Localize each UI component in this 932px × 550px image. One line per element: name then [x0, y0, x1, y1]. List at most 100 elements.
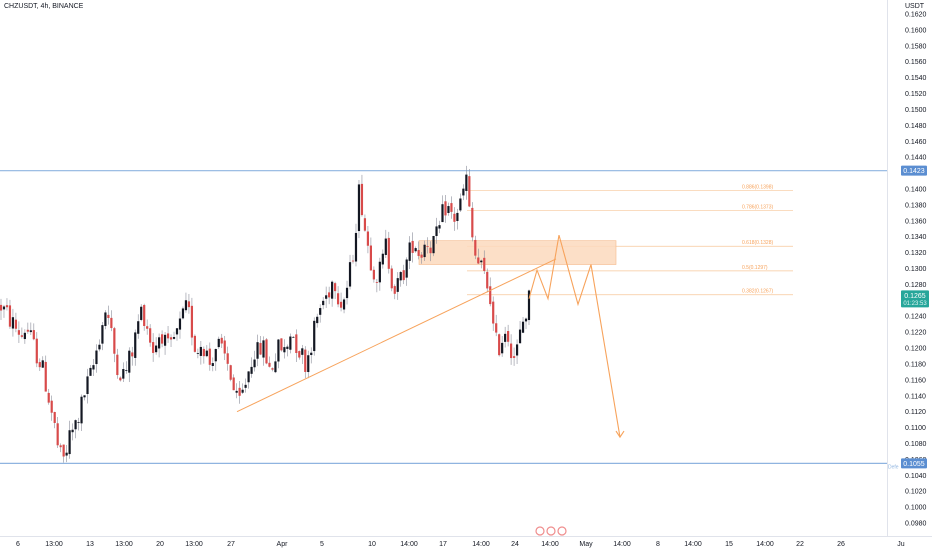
candle[interactable] [217, 336, 220, 349]
candle[interactable] [342, 297, 346, 314]
candle[interactable] [169, 334, 173, 347]
candle[interactable] [331, 280, 334, 307]
candle[interactable] [390, 265, 393, 292]
candle[interactable] [166, 325, 170, 343]
candle[interactable] [492, 296, 495, 331]
candle[interactable] [468, 169, 471, 208]
candle[interactable] [289, 333, 292, 354]
candle[interactable] [369, 237, 372, 271]
candle[interactable] [131, 346, 134, 366]
candle[interactable] [325, 286, 328, 308]
candle[interactable] [190, 297, 194, 346]
candle[interactable] [11, 308, 15, 337]
candle[interactable] [471, 202, 474, 242]
candle[interactable] [149, 324, 152, 347]
candle[interactable] [423, 240, 426, 262]
candle[interactable] [80, 394, 83, 432]
candle[interactable] [524, 317, 528, 330]
candle[interactable] [134, 329, 137, 366]
candle[interactable] [107, 305, 110, 325]
candle[interactable] [507, 324, 510, 347]
candle[interactable] [438, 220, 441, 234]
candle[interactable] [384, 229, 387, 258]
candle[interactable] [268, 356, 271, 368]
candle[interactable] [74, 419, 77, 439]
candle[interactable] [444, 194, 447, 223]
candle[interactable] [175, 328, 179, 341]
candle[interactable] [351, 254, 355, 264]
candle[interactable] [366, 226, 370, 254]
candle[interactable] [426, 237, 429, 254]
candle[interactable] [435, 217, 438, 244]
candle[interactable] [375, 279, 378, 293]
candle[interactable] [265, 337, 268, 365]
candle[interactable] [220, 333, 223, 349]
candle[interactable] [307, 350, 310, 379]
candle[interactable] [474, 235, 477, 260]
candle[interactable] [5, 298, 9, 311]
candle[interactable] [286, 344, 289, 357]
candle[interactable] [143, 303, 146, 331]
candle[interactable] [387, 231, 390, 274]
candle[interactable] [259, 336, 262, 356]
candle[interactable] [116, 348, 119, 379]
candle[interactable] [122, 362, 125, 383]
candle[interactable] [339, 292, 343, 312]
candle[interactable] [283, 339, 286, 359]
candle[interactable] [322, 297, 325, 310]
candle[interactable] [277, 339, 280, 369]
candle[interactable] [354, 223, 358, 267]
candle[interactable] [205, 345, 208, 358]
candle[interactable] [378, 257, 381, 291]
candle[interactable] [187, 293, 191, 314]
candle[interactable] [68, 420, 71, 459]
candle[interactable] [459, 193, 462, 212]
candle[interactable] [450, 196, 453, 219]
supply-zone[interactable] [418, 240, 617, 265]
candle[interactable] [56, 416, 59, 449]
event-flags[interactable] [535, 526, 567, 536]
candle[interactable] [313, 317, 316, 356]
candle[interactable] [441, 195, 444, 223]
candle[interactable] [184, 292, 188, 313]
candle[interactable] [181, 306, 185, 320]
candle[interactable] [465, 165, 468, 200]
candle[interactable] [328, 286, 331, 305]
candle[interactable] [47, 388, 50, 405]
candle[interactable] [316, 313, 319, 328]
candle[interactable] [238, 380, 241, 404]
candle[interactable] [92, 358, 95, 377]
candle[interactable] [420, 251, 423, 264]
candle[interactable] [453, 207, 456, 231]
candle[interactable] [247, 371, 250, 389]
trendline[interactable] [236, 258, 557, 413]
candle[interactable] [232, 374, 235, 391]
candle[interactable] [495, 314, 498, 337]
candle[interactable] [23, 329, 26, 344]
candle[interactable] [515, 339, 519, 364]
candle[interactable] [462, 184, 465, 201]
candle[interactable] [146, 319, 149, 335]
candle[interactable] [274, 353, 277, 374]
candle[interactable] [336, 286, 340, 308]
candle[interactable] [20, 327, 23, 339]
candle[interactable] [119, 376, 122, 382]
candle[interactable] [152, 333, 155, 362]
candle[interactable] [235, 383, 238, 399]
candle[interactable] [8, 299, 12, 329]
candle[interactable] [77, 417, 80, 431]
candle[interactable] [196, 348, 199, 359]
candle[interactable] [429, 241, 432, 262]
candle[interactable] [160, 330, 164, 348]
candle[interactable] [280, 338, 283, 352]
candle[interactable] [489, 277, 492, 307]
candle[interactable] [104, 310, 107, 330]
candle[interactable] [298, 350, 301, 360]
candle[interactable] [250, 357, 253, 378]
candle[interactable] [110, 310, 113, 332]
candle[interactable] [214, 348, 217, 371]
candle[interactable] [155, 337, 158, 355]
candle[interactable] [98, 339, 101, 352]
candle[interactable] [345, 280, 349, 305]
